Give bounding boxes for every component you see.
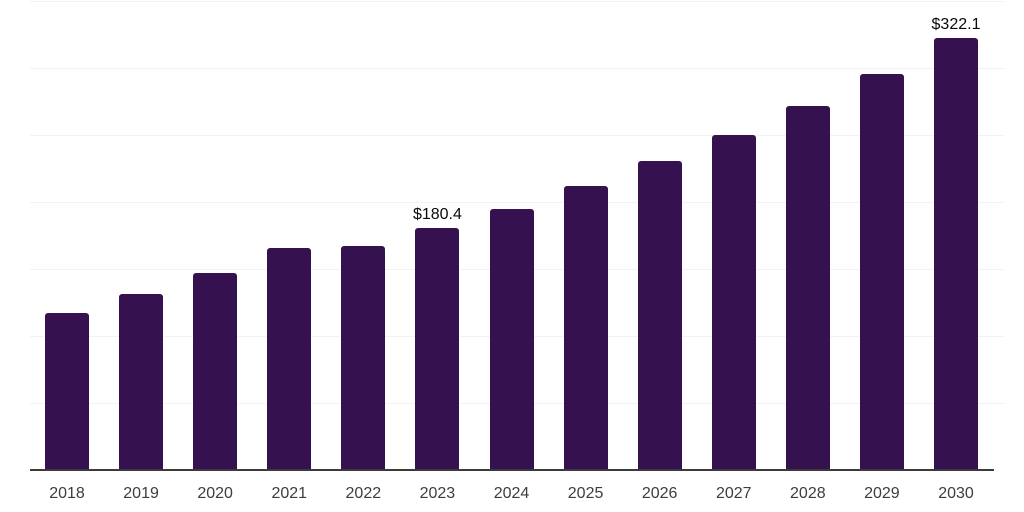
x-tick-label-2026: 2026 bbox=[641, 485, 678, 502]
bar-2023 bbox=[415, 228, 460, 470]
bar-2025 bbox=[563, 186, 608, 470]
x-axis-line bbox=[30, 469, 994, 471]
bar-2024 bbox=[489, 208, 534, 470]
bar-2029 bbox=[859, 74, 904, 470]
bar-2027 bbox=[711, 135, 756, 470]
x-tick-label-2022: 2022 bbox=[345, 485, 382, 502]
gridline-350 bbox=[30, 0, 1004, 2]
bar-2030 bbox=[934, 38, 978, 470]
bar-2022 bbox=[341, 245, 386, 470]
bar-2020 bbox=[193, 273, 238, 470]
bar-value-label-2023: $180.4 bbox=[412, 206, 462, 224]
x-tick-label-2024: 2024 bbox=[493, 485, 530, 502]
x-tick-label-2023: 2023 bbox=[419, 485, 456, 502]
bar-2018 bbox=[45, 312, 89, 470]
bar-2021 bbox=[267, 247, 312, 470]
gridline-200 bbox=[30, 201, 1004, 203]
gridline-300 bbox=[30, 67, 1004, 69]
bar-2019 bbox=[119, 294, 164, 470]
x-tick-label-2029: 2029 bbox=[864, 485, 900, 502]
x-tick-label-2019: 2019 bbox=[123, 485, 159, 502]
bar-2028 bbox=[785, 106, 830, 470]
x-tick-label-2030: 2030 bbox=[938, 485, 974, 502]
x-tick-label-2020: 2020 bbox=[197, 485, 233, 502]
gridline-250 bbox=[30, 134, 1004, 136]
x-tick-label-2027: 2027 bbox=[715, 485, 752, 502]
bar-2026 bbox=[637, 160, 682, 470]
x-tick-label-2021: 2021 bbox=[271, 485, 308, 502]
x-tick-label-2018: 2018 bbox=[49, 485, 85, 502]
bar-value-label-2030: $322.1 bbox=[931, 16, 981, 34]
x-tick-label-2025: 2025 bbox=[567, 485, 604, 502]
x-tick-label-2028: 2028 bbox=[790, 485, 826, 502]
